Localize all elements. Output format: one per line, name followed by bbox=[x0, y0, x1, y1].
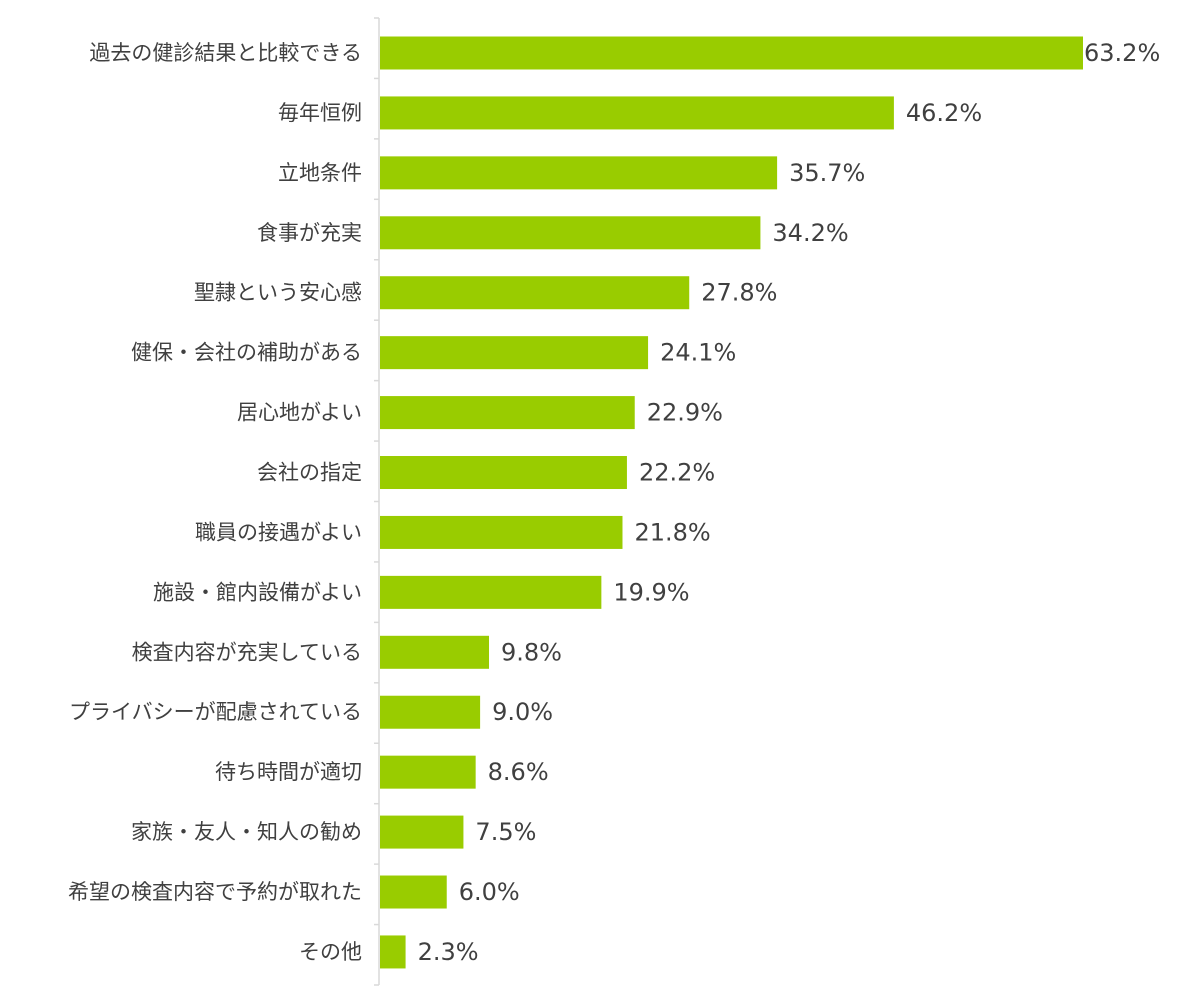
data-label: 34.2% bbox=[772, 219, 848, 247]
bar bbox=[380, 755, 476, 789]
data-label: 8.6% bbox=[488, 758, 549, 786]
bar bbox=[380, 276, 690, 310]
data-label: 22.9% bbox=[647, 399, 723, 427]
category-label: 毎年恒例 bbox=[278, 101, 362, 125]
bar bbox=[380, 875, 447, 909]
bar bbox=[380, 36, 1083, 70]
bar bbox=[380, 575, 602, 609]
bar bbox=[380, 396, 635, 430]
category-labels-group: 過去の健診結果と比較できる毎年恒例立地条件食事が充実聖隷という安心感健保・会社の… bbox=[68, 41, 362, 964]
data-label: 63.2% bbox=[1084, 39, 1160, 67]
category-label: プライバシーが配慮されている bbox=[69, 700, 362, 724]
category-label: 健保・会社の補助がある bbox=[131, 341, 362, 365]
data-label: 9.8% bbox=[501, 638, 562, 666]
bar bbox=[380, 336, 649, 370]
category-label: 検査内容が充実している bbox=[132, 640, 362, 664]
category-label: 待ち時間が適切 bbox=[215, 760, 362, 784]
y-axis bbox=[374, 17, 380, 986]
data-label: 7.5% bbox=[475, 818, 536, 846]
data-label: 22.2% bbox=[639, 459, 715, 487]
data-label: 9.0% bbox=[492, 698, 553, 726]
data-label: 19.9% bbox=[613, 578, 689, 606]
data-label: 6.0% bbox=[459, 878, 520, 906]
bar bbox=[380, 815, 464, 849]
category-label: 居心地がよい bbox=[237, 401, 362, 425]
bar bbox=[380, 515, 623, 549]
data-label: 24.1% bbox=[660, 339, 736, 367]
data-label: 27.8% bbox=[701, 279, 777, 307]
category-label: 過去の健診結果と比較できる bbox=[89, 41, 362, 65]
category-label: 職員の接遇がよい bbox=[195, 520, 362, 544]
data-label: 35.7% bbox=[789, 159, 865, 187]
bar bbox=[380, 156, 778, 190]
data-label: 21.8% bbox=[634, 518, 710, 546]
bars-group bbox=[380, 36, 1083, 969]
bar bbox=[380, 96, 894, 130]
bar bbox=[380, 456, 627, 490]
value-labels-group: 63.2% 46.2% 35.7% 34.2% 27.8% 24.1% 22.9% 22.2%… bbox=[418, 39, 1161, 966]
data-label: 2.3% bbox=[418, 938, 479, 966]
bar bbox=[380, 635, 490, 669]
category-label: その他 bbox=[299, 940, 362, 964]
category-label: 希望の検査内容で予約が取れた bbox=[68, 880, 362, 904]
category-label: 会社の指定 bbox=[257, 461, 362, 485]
bar bbox=[380, 935, 406, 969]
category-label: 家族・友人・知人の勧め bbox=[131, 820, 362, 844]
category-label: 施設・館内設備がよい bbox=[153, 580, 362, 604]
bar bbox=[380, 216, 761, 250]
category-label: 立地条件 bbox=[278, 161, 362, 185]
category-label: 食事が充実 bbox=[257, 221, 362, 245]
bar bbox=[380, 695, 481, 729]
category-label: 聖隷という安心感 bbox=[194, 281, 362, 305]
data-label: 46.2% bbox=[906, 99, 982, 127]
